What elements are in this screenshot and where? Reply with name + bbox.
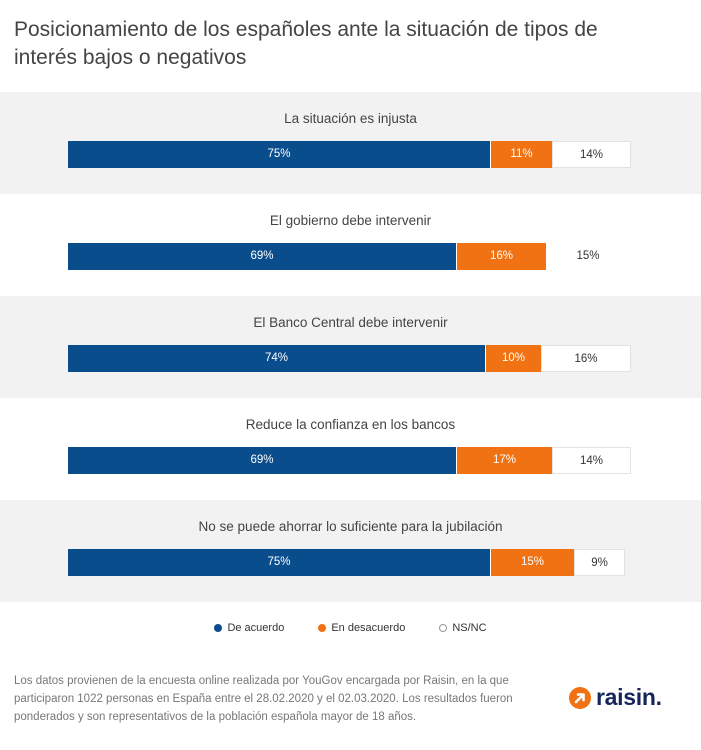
bar-segment-nsnc: 14% <box>552 447 631 474</box>
legend-item-agree: De acuerdo <box>214 622 284 634</box>
bar-segment-disagree: 11% <box>490 141 552 168</box>
bar-segment-agree: 74% <box>68 345 485 372</box>
category-label: Reduce la confianza en los bancos <box>245 417 456 432</box>
bar-segment-agree: 75% <box>68 549 490 576</box>
legend-label-agree: De acuerdo <box>227 622 285 634</box>
logo-text: raisin. <box>596 684 662 710</box>
legend-dot-nsnc-icon <box>439 624 448 632</box>
legend-label-nsnc: NS/NC <box>452 622 487 634</box>
chart-row: No se puede ahorrar lo suficiente para l… <box>0 500 701 602</box>
bar-segment-disagree: 17% <box>456 447 552 474</box>
bar-segment-nsnc: 9% <box>574 549 625 576</box>
legend-dot-agree-icon <box>214 624 223 632</box>
chart-row: La situación es injusta 75% 11% 14% <box>0 92 701 194</box>
chart-row: Reduce la confianza en los bancos 69% 17% 1… <box>0 398 701 500</box>
chart-row: El gobierno debe intervenir 69% 16% 15% <box>0 194 701 296</box>
bar-segment-agree: 75% <box>68 141 490 168</box>
bar-segment-agree: 69% <box>68 447 456 474</box>
category-label: El Banco Central debe intervenir <box>253 315 448 330</box>
category-label: La situación es injusta <box>284 111 417 126</box>
bar-segment-disagree: 15% <box>490 549 574 576</box>
legend-label-disagree: En desacuerdo <box>331 622 406 634</box>
category-label: El gobierno debe intervenir <box>269 213 432 228</box>
bar-segment-nsnc: 16% <box>541 345 631 372</box>
bar-segment-disagree: 16% <box>456 243 546 270</box>
bar-segment-disagree: 10% <box>485 345 541 372</box>
chart-title: Posicionamiento de los españoles ante la… <box>14 18 598 69</box>
legend-item-disagree: En desacuerdo <box>318 622 405 634</box>
bar-segment-nsnc: 14% <box>552 141 631 168</box>
bar-segment-agree: 69% <box>68 243 456 270</box>
raisin-logo: raisin. <box>568 684 662 711</box>
legend-item-nsnc: NS/NC <box>439 622 487 634</box>
category-label: No se puede ahorrar lo suficiente para l… <box>198 519 503 534</box>
chart-legend: De acuerdo En desacuerdo NS/NC <box>0 622 701 634</box>
bar-segment-nsnc: 15% <box>576 250 600 262</box>
legend-dot-disagree-icon <box>318 624 327 632</box>
raisin-arrow-icon <box>569 686 591 709</box>
chart-row: El Banco Central debe intervenir 74% 10% 16… <box>0 296 701 398</box>
footnote: Los datos provienen de la encuesta onlin… <box>14 675 513 723</box>
